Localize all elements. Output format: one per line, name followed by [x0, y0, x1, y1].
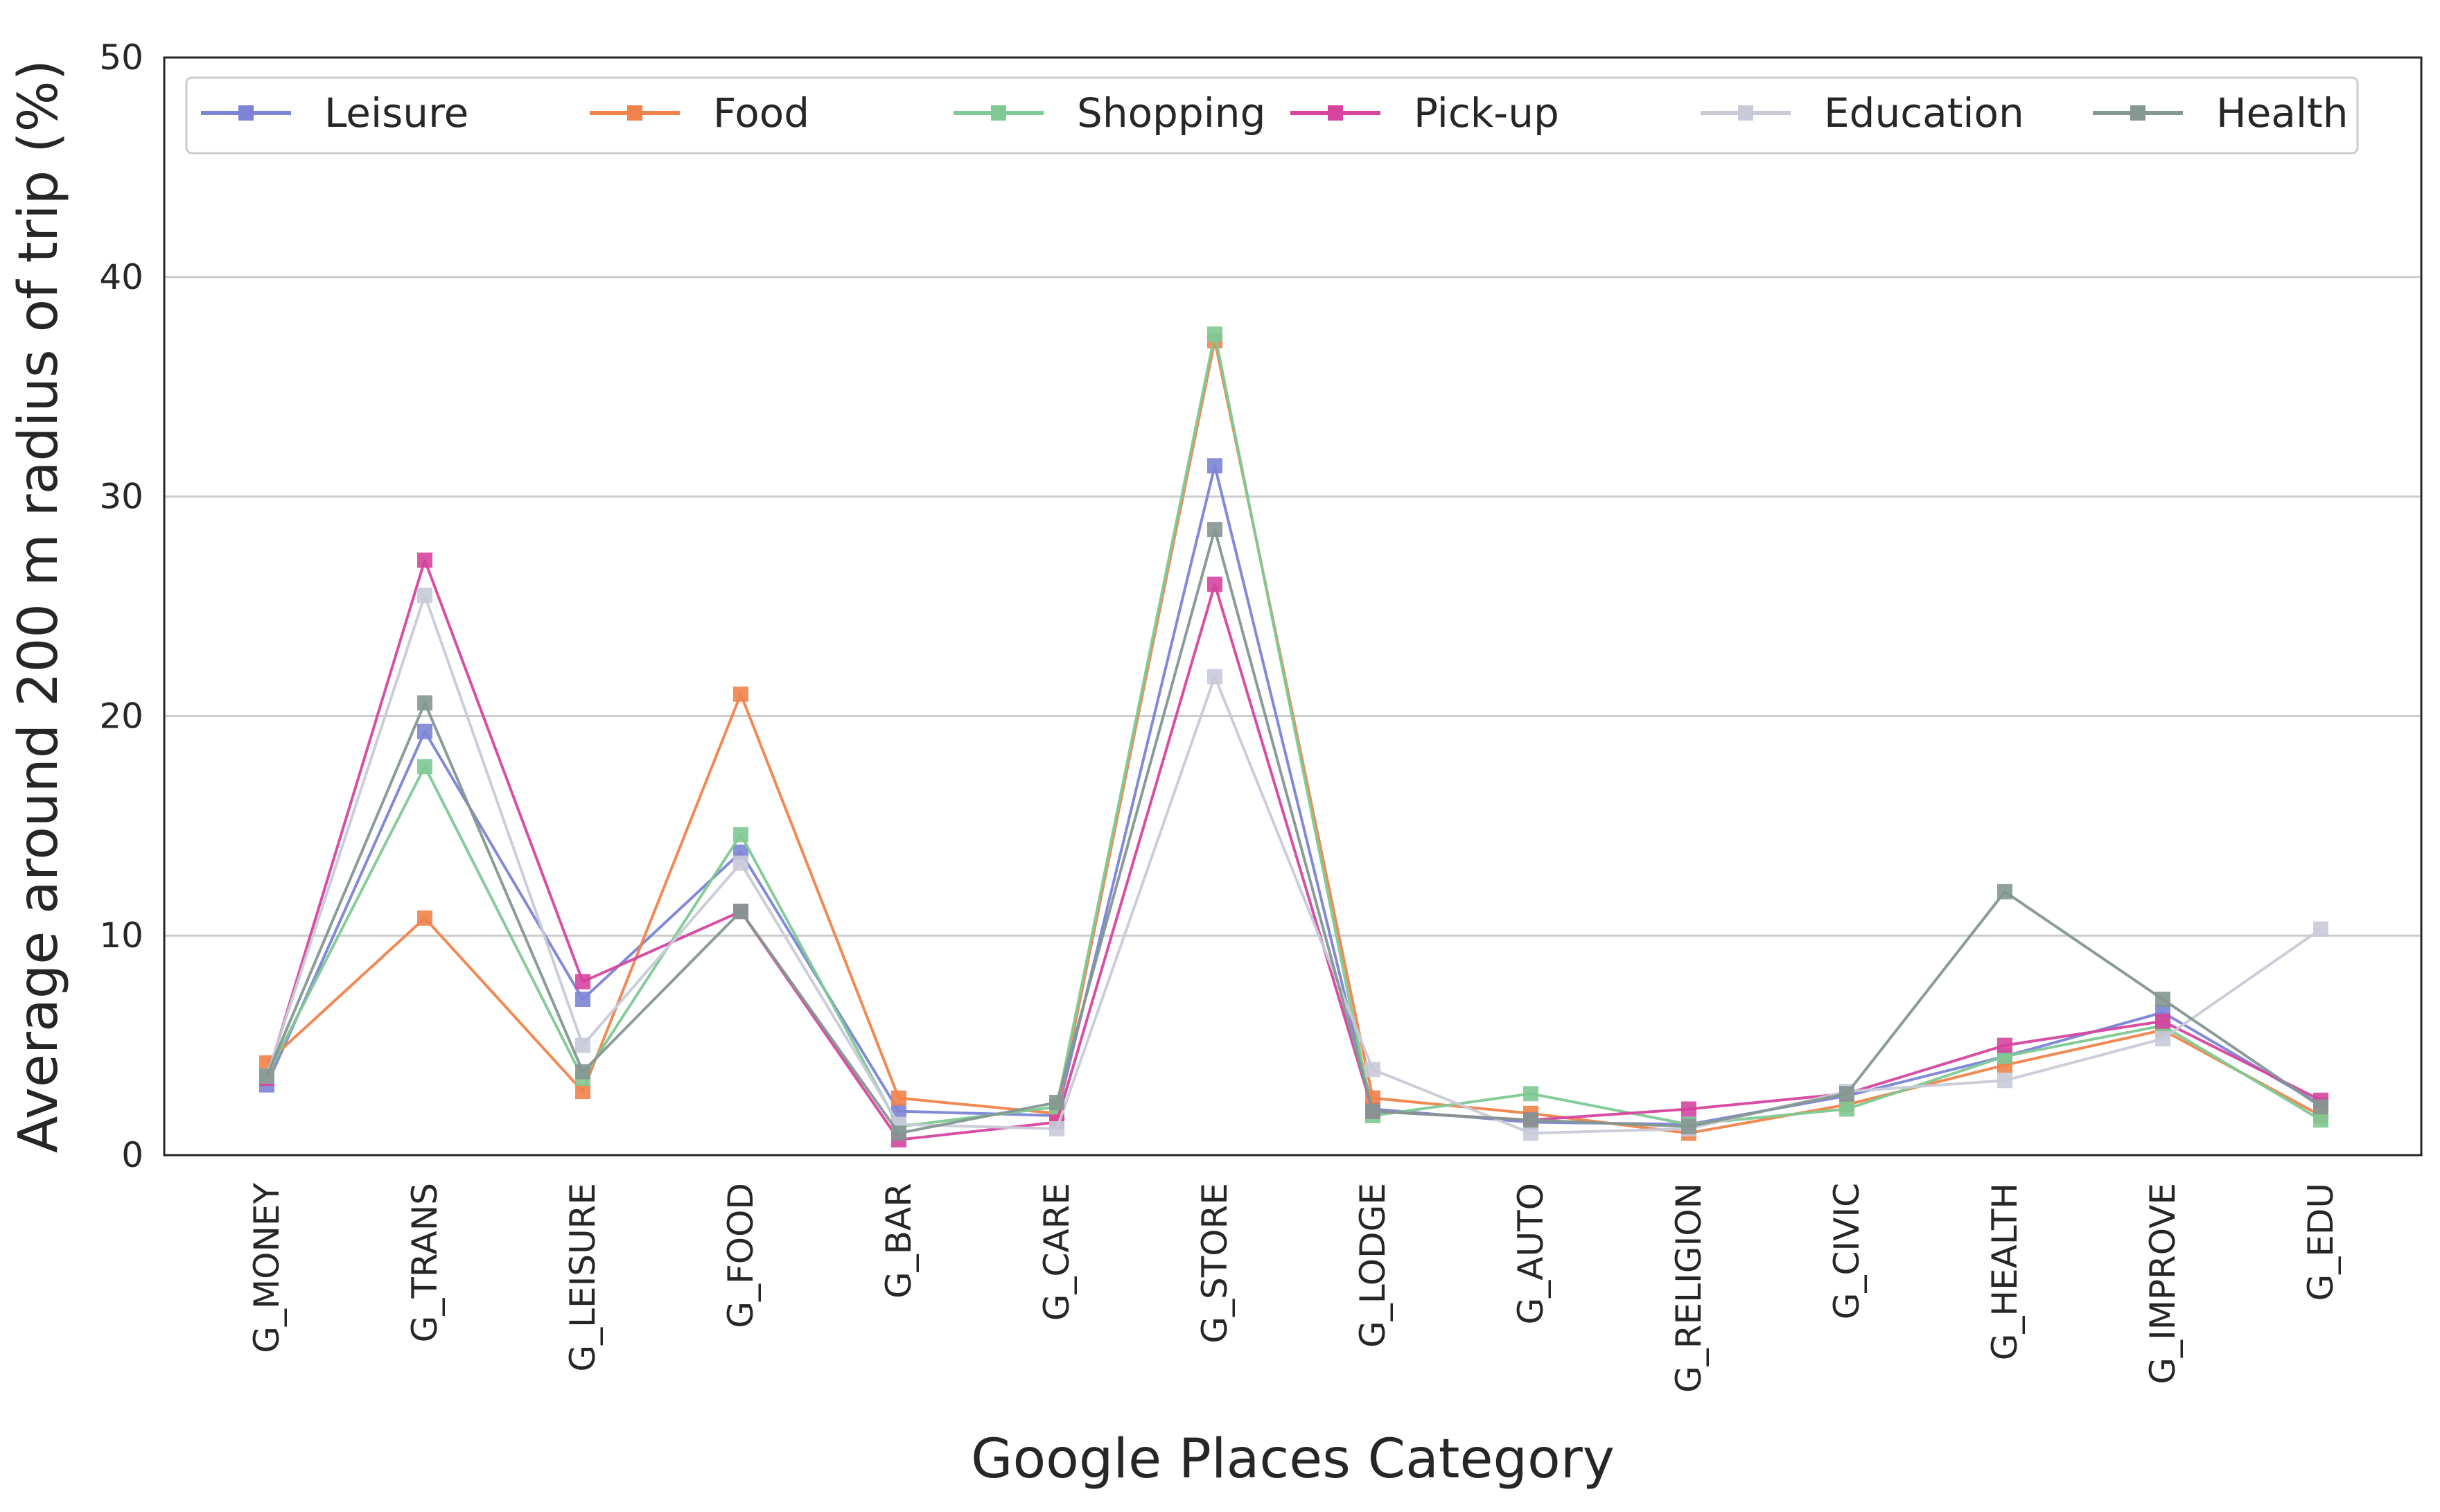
series-line	[265, 333, 2322, 1128]
data-point	[417, 552, 432, 568]
y-tick-label: 0	[121, 1135, 143, 1175]
legend-swatch-marker	[1738, 105, 1753, 121]
legend-swatch-marker	[2130, 105, 2145, 121]
data-point	[417, 910, 432, 926]
legend-label: Food	[713, 89, 809, 137]
legend-frame	[185, 76, 2359, 155]
data-point	[1207, 326, 1222, 342]
y-tick-label: 20	[99, 696, 143, 736]
legend-label: Health	[2216, 89, 2348, 137]
x-tick-label: G_EDU	[2301, 1183, 2341, 1301]
data-point	[733, 904, 748, 920]
data-point	[2155, 992, 2170, 1008]
legend-swatch-marker	[1328, 105, 1343, 121]
x-tick-label: G_MONEY	[247, 1183, 287, 1353]
data-point	[417, 695, 432, 711]
data-point	[2313, 921, 2328, 937]
data-point	[733, 855, 748, 871]
data-point	[733, 827, 748, 843]
x-tick-label: G_RELIGION	[1669, 1183, 1709, 1393]
x-tick-label: G_FOOD	[721, 1183, 761, 1328]
data-point	[1997, 1073, 2012, 1089]
data-point	[1365, 1062, 1380, 1078]
data-point	[1365, 1103, 1380, 1119]
legend-label: Shopping	[1077, 89, 1265, 137]
data-point	[891, 1090, 906, 1106]
data-point	[417, 759, 432, 775]
legend: Leisure Food Shopping Pick-up Education Healt…	[185, 76, 2359, 155]
data-point	[575, 1084, 590, 1100]
data-point	[1839, 1086, 1854, 1102]
data-point	[891, 1125, 906, 1141]
legend-entry: Food	[590, 89, 809, 137]
series-line	[265, 594, 2322, 1135]
data-point	[1839, 1101, 1854, 1117]
data-point	[1681, 1101, 1696, 1117]
x-tick-label: G_LEISURE	[563, 1183, 603, 1372]
data-point	[2313, 1099, 2328, 1115]
x-tick-label: G_CARE	[1037, 1183, 1077, 1321]
x-tick-label: G_STORE	[1195, 1183, 1235, 1344]
legend-entry: Health	[2093, 89, 2348, 137]
series-line	[265, 559, 2321, 1141]
legend-swatch-marker	[238, 105, 254, 121]
data-point	[891, 1103, 906, 1119]
x-tick-label: G_IMPROVE	[2143, 1183, 2183, 1384]
data-point	[1049, 1094, 1064, 1110]
y-tick-label: 10	[99, 915, 143, 956]
y-axis-tick-labels: 0 10 20 30 40 50	[99, 37, 143, 1175]
data-point	[575, 1064, 590, 1080]
data-point	[1681, 1118, 1696, 1134]
data-point	[575, 974, 590, 990]
data-point	[1523, 1125, 1538, 1141]
data-point	[1207, 522, 1222, 538]
series-line	[265, 528, 2322, 1135]
y-tick-label: 30	[99, 477, 143, 517]
legend-label: Leisure	[324, 89, 468, 137]
legend-entry: Leisure	[201, 89, 468, 137]
y-tick-label: 50	[99, 37, 143, 78]
y-axis-title: Average around 200 m radius of trip (%)	[8, 60, 70, 1153]
data-point	[575, 992, 590, 1008]
legend-swatch-marker	[627, 105, 642, 121]
data-point	[1049, 1120, 1064, 1136]
legend-label: Pick-up	[1414, 89, 1559, 137]
x-tick-label: G_HEALTH	[1985, 1183, 2025, 1360]
data-point	[1523, 1112, 1538, 1128]
x-tick-label: G_AUTO	[1511, 1183, 1551, 1324]
legend-swatch-marker	[991, 105, 1006, 121]
data-point	[1523, 1086, 1538, 1102]
data-point	[417, 588, 432, 604]
series-line	[265, 464, 2322, 1126]
x-tick-label: G_CIVIC	[1827, 1183, 1867, 1319]
legend-entry: Education	[1701, 89, 2024, 137]
x-tick-label: G_TRANS	[405, 1183, 445, 1342]
data-point	[1207, 577, 1222, 592]
data-point	[2155, 1031, 2170, 1047]
y-tick-label: 40	[99, 257, 143, 297]
x-axis-title: Google Places Category	[971, 1428, 1615, 1491]
legend-entry: Shopping	[954, 89, 1265, 137]
data-point	[2313, 1112, 2328, 1128]
data-point	[1207, 458, 1222, 474]
data-point	[1997, 884, 2012, 899]
x-tick-label: G_BAR	[879, 1183, 919, 1299]
x-tick-label: G_LODGE	[1353, 1183, 1393, 1348]
plot-frame	[163, 56, 2423, 1157]
data-point	[1207, 669, 1222, 685]
x-axis-tick-labels: G_MONEY G_TRANS G_LEISURE G_FOOD G_BAR G_CARE…	[247, 1183, 2341, 1393]
legend-label: Education	[1824, 89, 2024, 137]
series-lines	[259, 326, 2328, 1148]
series-health	[259, 522, 2328, 1141]
data-point	[417, 723, 432, 739]
data-point	[733, 686, 748, 702]
data-point	[2155, 1013, 2170, 1029]
legend-entry: Pick-up	[1290, 89, 1559, 137]
data-point	[259, 1068, 274, 1084]
data-point	[1997, 1037, 2012, 1053]
data-point	[575, 1037, 590, 1053]
